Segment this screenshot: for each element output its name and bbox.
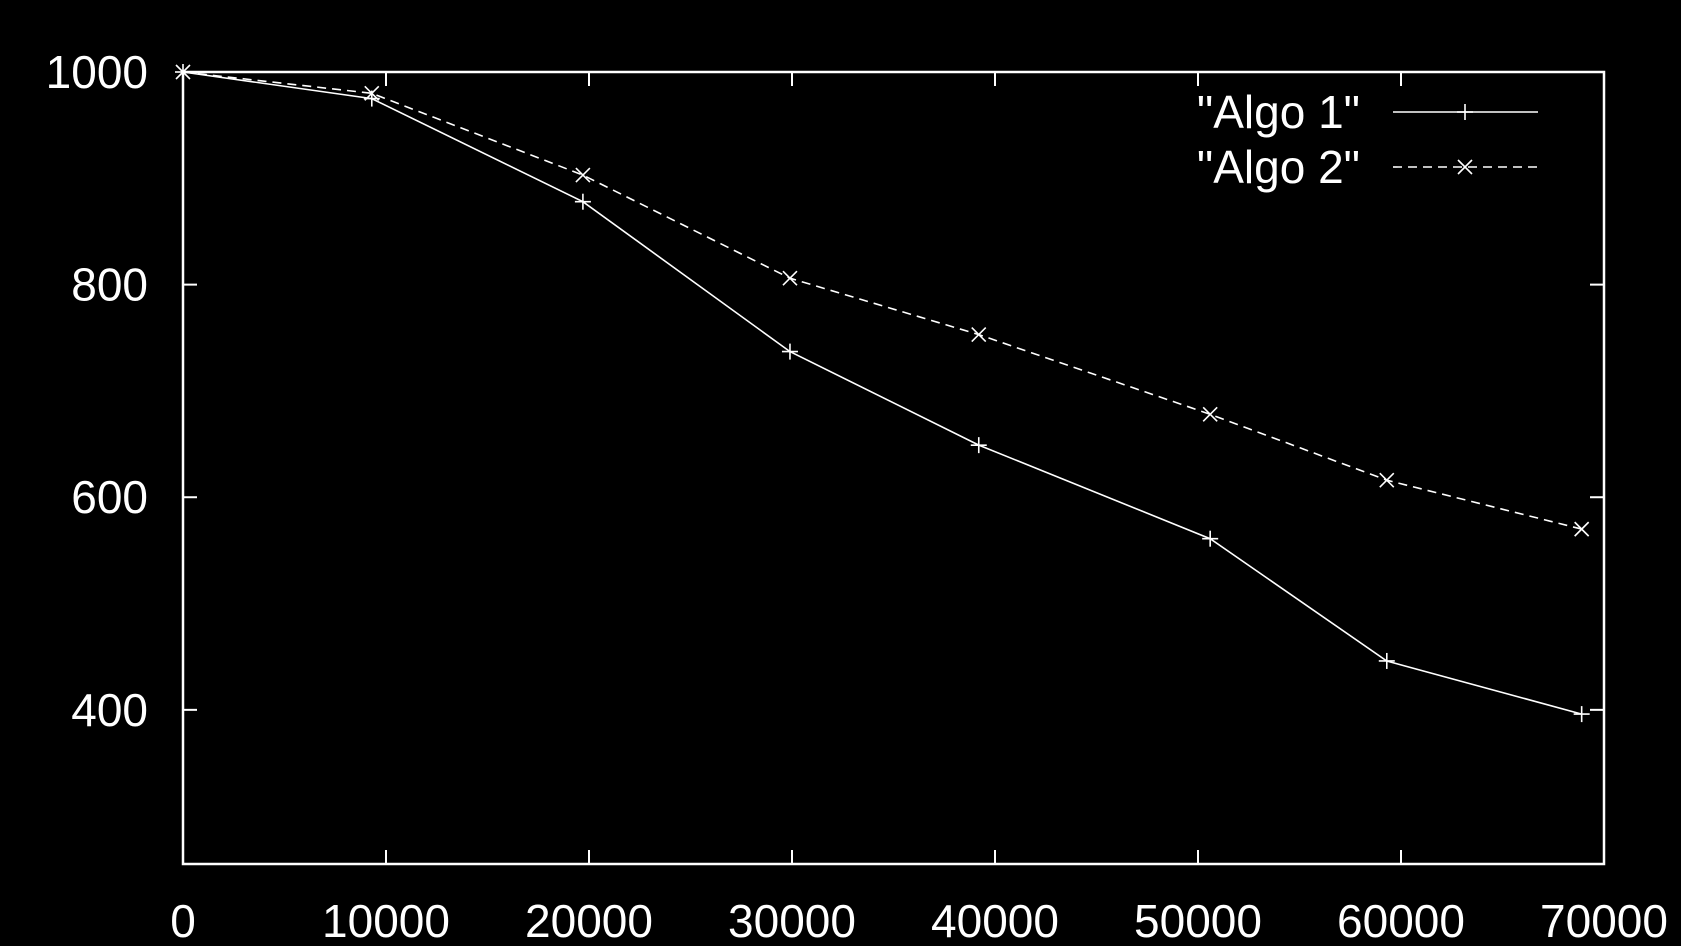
series-2-point [575, 167, 591, 183]
legend-marker [1457, 104, 1473, 120]
series-1 [175, 64, 1590, 723]
series-2-point [364, 85, 380, 101]
x-tick-label: 0 [170, 895, 196, 946]
legend-marker [1457, 159, 1473, 175]
series-2-point [1574, 521, 1590, 537]
series-2-point [782, 270, 798, 286]
series-1-point [970, 437, 987, 454]
x-tick-label: 10000 [322, 895, 450, 946]
legend: "Algo 1""Algo 2" [1197, 86, 1538, 193]
series-1-point [1573, 706, 1590, 723]
series-2-line [182, 71, 1582, 530]
series-2-point [1202, 406, 1218, 422]
series-1-point [1378, 652, 1395, 669]
y-tick-label: 1000 [46, 46, 148, 98]
series-1-line [182, 71, 1582, 715]
y-tick-label: 400 [71, 684, 148, 736]
x-tick-label: 30000 [728, 895, 856, 946]
series-2-point [971, 327, 987, 343]
x-tick-label: 60000 [1337, 895, 1465, 946]
legend-label: "Algo 1" [1197, 86, 1360, 138]
x-tick-label: 40000 [931, 895, 1059, 946]
series-2 [175, 64, 1590, 537]
x-tick-label: 70000 [1540, 895, 1668, 946]
series-1-point [1202, 530, 1219, 547]
axes: 0 10000 20000 30000 40000 50000 60000 70000 400 6… [46, 46, 1668, 946]
y-tick-label: 600 [71, 471, 148, 523]
series-1-point [781, 343, 798, 360]
plot-series [175, 64, 1590, 723]
y-tick-label: 800 [71, 259, 148, 311]
series-2-point [175, 64, 191, 80]
plot-frame [181, 70, 1606, 866]
series-2-point [1379, 472, 1395, 488]
x-tick-label: 20000 [525, 895, 653, 946]
x-tick-label: 50000 [1134, 895, 1262, 946]
series-1-point [574, 193, 591, 210]
legend-label: "Algo 2" [1197, 141, 1360, 193]
